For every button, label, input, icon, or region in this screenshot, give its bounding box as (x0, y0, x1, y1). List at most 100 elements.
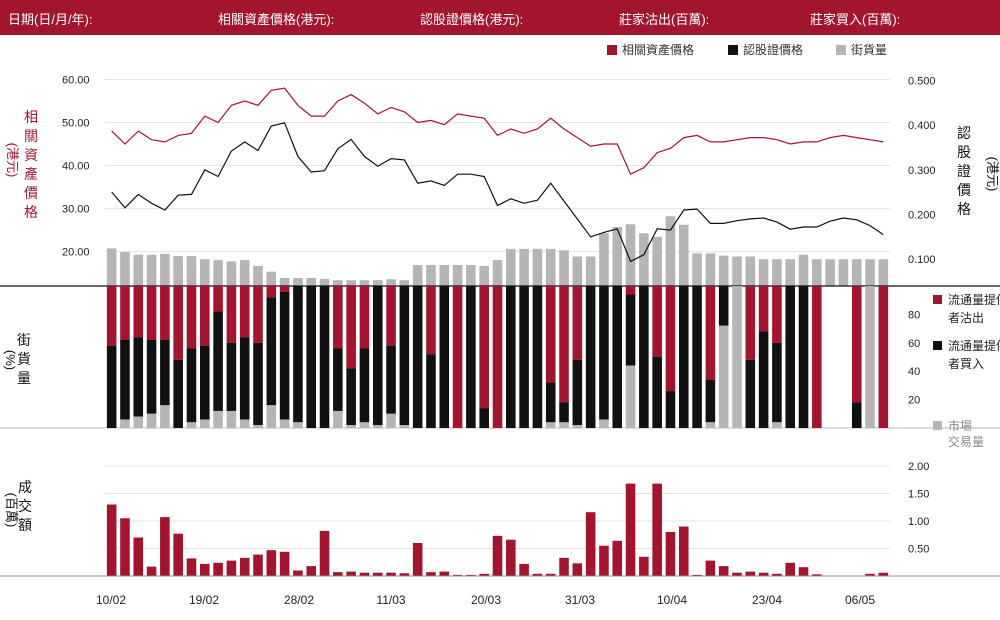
mm-buy-bar (652, 357, 662, 428)
outstanding-bar (825, 259, 835, 286)
mm-sell-legend: 流通量提供 (948, 292, 1000, 307)
turnover-bar (266, 550, 277, 576)
market-volume-bar (359, 422, 370, 428)
outstanding-bar (545, 248, 556, 286)
warrant-price-label: 認股證價格(港元): (420, 12, 524, 27)
mm-buy-label: 莊家買入(百萬): (810, 12, 901, 27)
turnover-bar (652, 483, 662, 576)
legend-underlying-swatch (607, 45, 617, 55)
x-tick: 10/02 (96, 593, 126, 607)
mm-buy-bar (160, 339, 170, 406)
mm-buy-bar (758, 331, 769, 428)
y-tick-pct: 60 (908, 338, 920, 350)
outstanding-bar (146, 254, 157, 286)
outstanding-bar (226, 261, 237, 286)
outstanding-bar (279, 277, 290, 286)
x-tick: 06/05 (845, 593, 875, 607)
outstanding-bar (865, 259, 875, 286)
mm-buy-bar (399, 286, 410, 426)
x-tick: 23/04 (752, 593, 782, 607)
mm-buy-bar (585, 286, 596, 428)
y-tick-left: 20.00 (62, 247, 90, 259)
x-tick: 10/04 (657, 593, 687, 607)
outstanding-bar (718, 255, 729, 286)
mm-buy-bar (213, 311, 223, 411)
market-volume-bar (772, 422, 782, 428)
mm-buy-bar (572, 359, 583, 426)
mm-sell-bar (812, 286, 822, 428)
mm-sell-bar (253, 286, 263, 343)
outstanding-bar (266, 271, 277, 286)
mm-buy-bar (745, 359, 756, 428)
outstanding-bar (625, 224, 636, 286)
mm-sell-bar (758, 286, 769, 332)
outstanding-bar (639, 233, 649, 286)
mm-buy-bar (705, 379, 716, 423)
market-volume-bar (160, 405, 170, 428)
y-tick-right: 0.500 (908, 75, 936, 87)
turnover-bar (878, 572, 889, 576)
turnover-bar (426, 572, 436, 576)
market-volume-bar (372, 425, 383, 428)
mm-buy-bar (678, 286, 689, 428)
mm-buy-bar (359, 348, 370, 423)
mm-buy-bar (386, 345, 396, 414)
mm-sell-bar (333, 286, 343, 349)
outstanding-bar (399, 280, 410, 286)
legend-outstanding-swatch (836, 45, 846, 55)
mm-sell-bar (559, 286, 569, 403)
y-tick-right: 0.200 (908, 209, 936, 221)
x-tick: 19/02 (189, 593, 219, 607)
mm-sell-bar (146, 286, 157, 340)
mm-sell-bar (625, 286, 636, 295)
turnover-bar (120, 518, 130, 576)
date-label: 日期(日/月/年): (8, 12, 93, 27)
mm-buy-bar (293, 286, 303, 423)
mm-sell-bar (386, 286, 396, 346)
market-volume-bar (559, 422, 569, 428)
mm-buy-bar (372, 286, 383, 426)
mm-buy-bar (772, 342, 782, 423)
turnover-bar (718, 566, 729, 576)
mm-buy-bar (120, 339, 130, 420)
mm-sell-legend: 者沽出 (948, 311, 984, 325)
mm-buy-bar (319, 286, 330, 428)
outstanding-bar (479, 265, 489, 286)
turnover-bar (785, 562, 796, 576)
outstanding-bar (599, 233, 609, 286)
turnover-bar (386, 572, 396, 576)
turnover-bar (293, 570, 303, 576)
outstanding-bar (785, 259, 796, 286)
mm-buy-bar (466, 286, 476, 428)
outstanding-bar (466, 264, 476, 286)
turnover-bar (106, 504, 117, 576)
turnover-bar (745, 571, 756, 576)
turnover-bar (439, 571, 450, 576)
mm-buy-bar (798, 286, 809, 428)
outstanding-bar (306, 277, 317, 286)
mm-sell-bar (745, 286, 756, 360)
turnover-bar (133, 537, 144, 576)
turnover-bar (692, 574, 702, 576)
y-label-left: 相關資產價格 (24, 109, 38, 220)
mm-buy-bar (146, 339, 157, 414)
outstanding-bar (652, 236, 662, 286)
mm-sell-bar (106, 286, 117, 346)
y-tick-turnover: 2.00 (908, 461, 929, 473)
market-volume-bar (732, 286, 742, 428)
outstanding-bar (253, 265, 263, 286)
mm-buy-bar (612, 286, 623, 428)
turnover-bar (705, 560, 716, 576)
turnover-bar (452, 574, 463, 576)
turnover-bar (399, 573, 410, 576)
turnover-bar (359, 572, 370, 576)
mm-buy-bar (851, 402, 862, 428)
outstanding-bar (812, 259, 822, 286)
market-volume-bar (186, 422, 197, 428)
outstanding-bar (851, 259, 862, 286)
mm-buy-bar (106, 345, 117, 428)
y-tick-turnover: 1.50 (908, 489, 929, 501)
turnover-bar (559, 557, 569, 576)
x-tick: 28/02 (284, 593, 314, 607)
outstanding-bar (758, 259, 769, 286)
